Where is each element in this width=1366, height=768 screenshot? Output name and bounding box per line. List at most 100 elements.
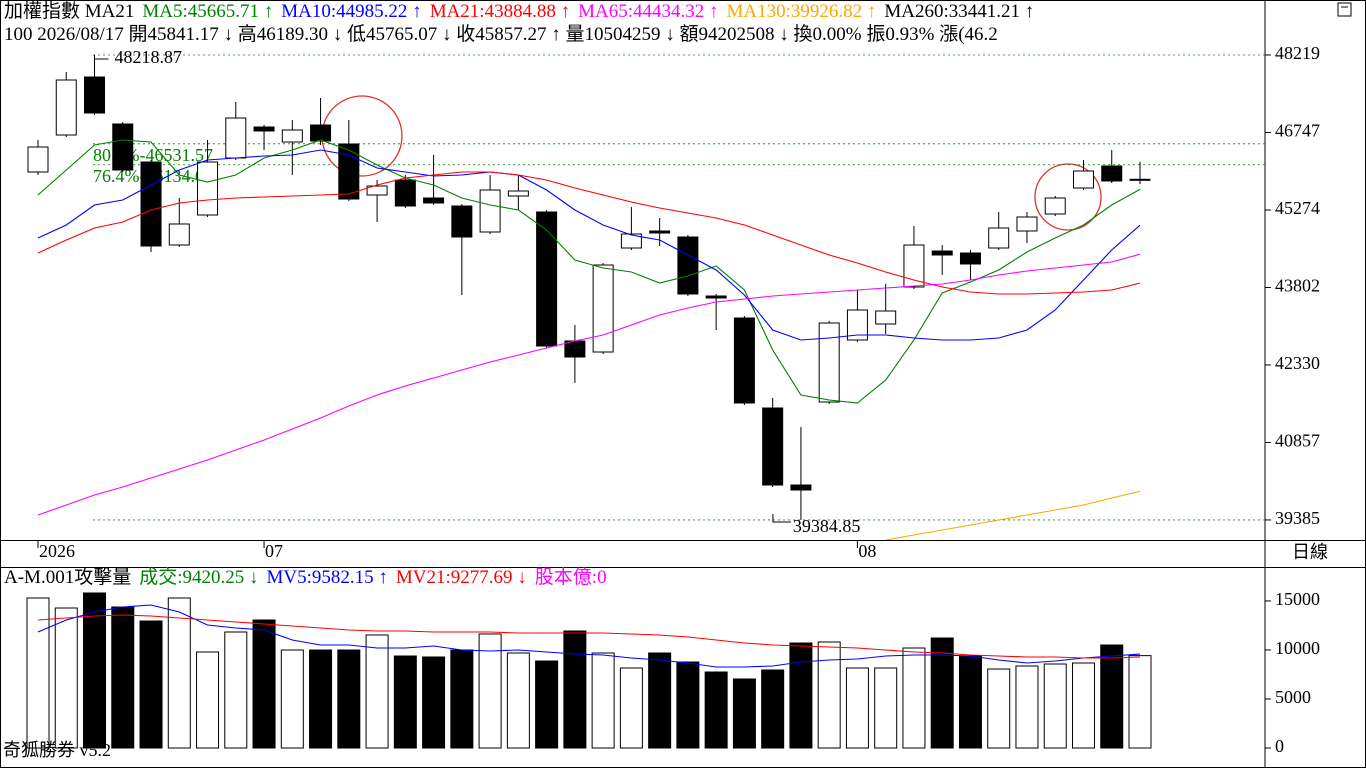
volume-bar: [167, 597, 191, 749]
volume-bar: [1071, 662, 1095, 749]
y-tick-label: 5000: [1275, 687, 1311, 707]
legend-item: MA5:45665.71 ↑: [142, 1, 274, 22]
volume-bar: [1015, 665, 1039, 749]
candle-body: [84, 76, 106, 114]
volume-bar: [196, 651, 220, 749]
y-tick-label: 10000: [1275, 638, 1320, 658]
ma-line: [37, 149, 1141, 341]
candle-body: [394, 179, 416, 207]
ma-line: [37, 253, 1141, 516]
highlight-circle: [1034, 163, 1102, 231]
y-tick-label: 45274: [1275, 198, 1320, 218]
candle-body: [536, 211, 558, 347]
volume-bar: [902, 647, 926, 749]
volume-bar: [54, 607, 78, 749]
y-tick-label: 46747: [1275, 121, 1320, 141]
indicator-title: A-M.001攻擊量: [4, 567, 132, 588]
volume-bar: [111, 606, 135, 749]
volume-bar: [252, 619, 276, 749]
candle-body: [931, 250, 953, 256]
volume-bar: [26, 597, 50, 749]
candle-body: [564, 340, 586, 358]
low-leader: [772, 513, 791, 523]
candle-body: [733, 317, 755, 404]
candle-body: [507, 190, 529, 197]
volume-bar: [422, 656, 446, 749]
volume-bar: [309, 649, 333, 749]
legend-item: MA65:44434.32 ↑: [578, 1, 719, 22]
candle-body: [225, 117, 247, 159]
candle-body: [875, 310, 897, 325]
ma-line: [37, 171, 1141, 295]
volume-bar: [1043, 663, 1067, 749]
volume-bar: [676, 661, 700, 749]
y-tick-label: 43802: [1275, 276, 1320, 296]
candle-body: [423, 197, 445, 204]
volume-bar: [478, 633, 502, 749]
candle-body: [988, 227, 1010, 249]
candle-body: [1101, 165, 1123, 182]
candle-body: [281, 129, 303, 143]
y-tick-label: 40857: [1275, 431, 1320, 451]
volume-bar: [393, 655, 417, 749]
volume-bar: [450, 649, 474, 749]
volume-bar: [789, 642, 813, 749]
candle-body: [366, 185, 388, 196]
candle-body: [818, 322, 840, 403]
candle-body: [620, 233, 642, 249]
volume-bar: [280, 649, 304, 749]
candle-body: [27, 146, 49, 173]
volume-legend: A-M.001攻擊量 成交:9420.25 ↓ MV5:9582.15 ↑ MV21:…: [4, 566, 1264, 590]
candle-body: [1129, 178, 1151, 181]
volume-bar: [83, 592, 107, 749]
legend-item: 股本億:0: [534, 567, 607, 588]
ma-line: [37, 614, 1141, 659]
candle-body: [959, 252, 981, 265]
price-legend: 加權指數 MA21 MA5:45665.71 ↑ MA10:44985.22 ↑ MA…: [4, 0, 1266, 24]
x-tick-label: 08: [858, 541, 876, 561]
candle-body: [451, 205, 473, 238]
y-tick-label: 42330: [1275, 353, 1320, 373]
price-info: 100 2026/08/17 開45841.17 ↓ 高46189.30 ↓ 低…: [4, 23, 1266, 47]
high-label: 48218.87: [115, 47, 183, 67]
volume-bar: [1100, 644, 1124, 749]
axes: 39385 40857 42330 43802 45274 46747 48219 0 5000…: [37, 43, 1320, 756]
volume-bar: [845, 667, 869, 749]
legend-item: MA10:44985.22 ↑: [281, 1, 422, 22]
y-tick-label: 0: [1275, 736, 1284, 756]
legend-item: MA21:43884.88 ↑: [429, 1, 571, 22]
candle-body: [479, 189, 501, 233]
period-label: 日線: [1292, 542, 1328, 562]
volume-bar: [337, 649, 361, 749]
window-button[interactable]: [1337, 2, 1352, 17]
volume-bar: [591, 652, 615, 749]
info-line: 100 2026/08/17 開45841.17 ↓ 高46189.30 ↓ 低…: [4, 24, 998, 45]
candle-body: [649, 230, 671, 234]
y-tick-label: 15000: [1275, 589, 1320, 609]
volume-bar: [704, 671, 728, 749]
volume-bar: [365, 634, 389, 749]
candle-body: [677, 236, 699, 295]
candle-body: [140, 161, 162, 247]
candle-body: [846, 309, 868, 341]
y-tick-label: 39385: [1275, 508, 1320, 528]
price-plot: 80.9%-46531.5776.4%-46134.0448218.873938…: [27, 47, 1265, 540]
chart-title: 加權指數 MA21: [4, 1, 135, 22]
candle-body: [1044, 197, 1066, 215]
candle-body: [705, 295, 727, 299]
candle-body: [1072, 170, 1094, 189]
y-tick-label: 48219: [1275, 43, 1320, 63]
low-label: 39384.85: [793, 516, 861, 536]
watermark: 奇狐勝券 v5.2: [3, 740, 111, 760]
legend-item: MV21:9277.69 ↓: [395, 567, 527, 588]
candle-body: [197, 161, 219, 216]
legend-item: 成交:9420.25 ↓: [139, 567, 259, 588]
volume-bar: [987, 668, 1011, 749]
x-tick-label: 07: [265, 541, 283, 561]
candle-body: [338, 143, 360, 200]
candle-body: [903, 244, 925, 288]
legend-item: MA130:39926.82 ↑: [726, 1, 877, 22]
x-tick-label: 2026: [39, 541, 75, 561]
ma-line: [37, 604, 1141, 668]
